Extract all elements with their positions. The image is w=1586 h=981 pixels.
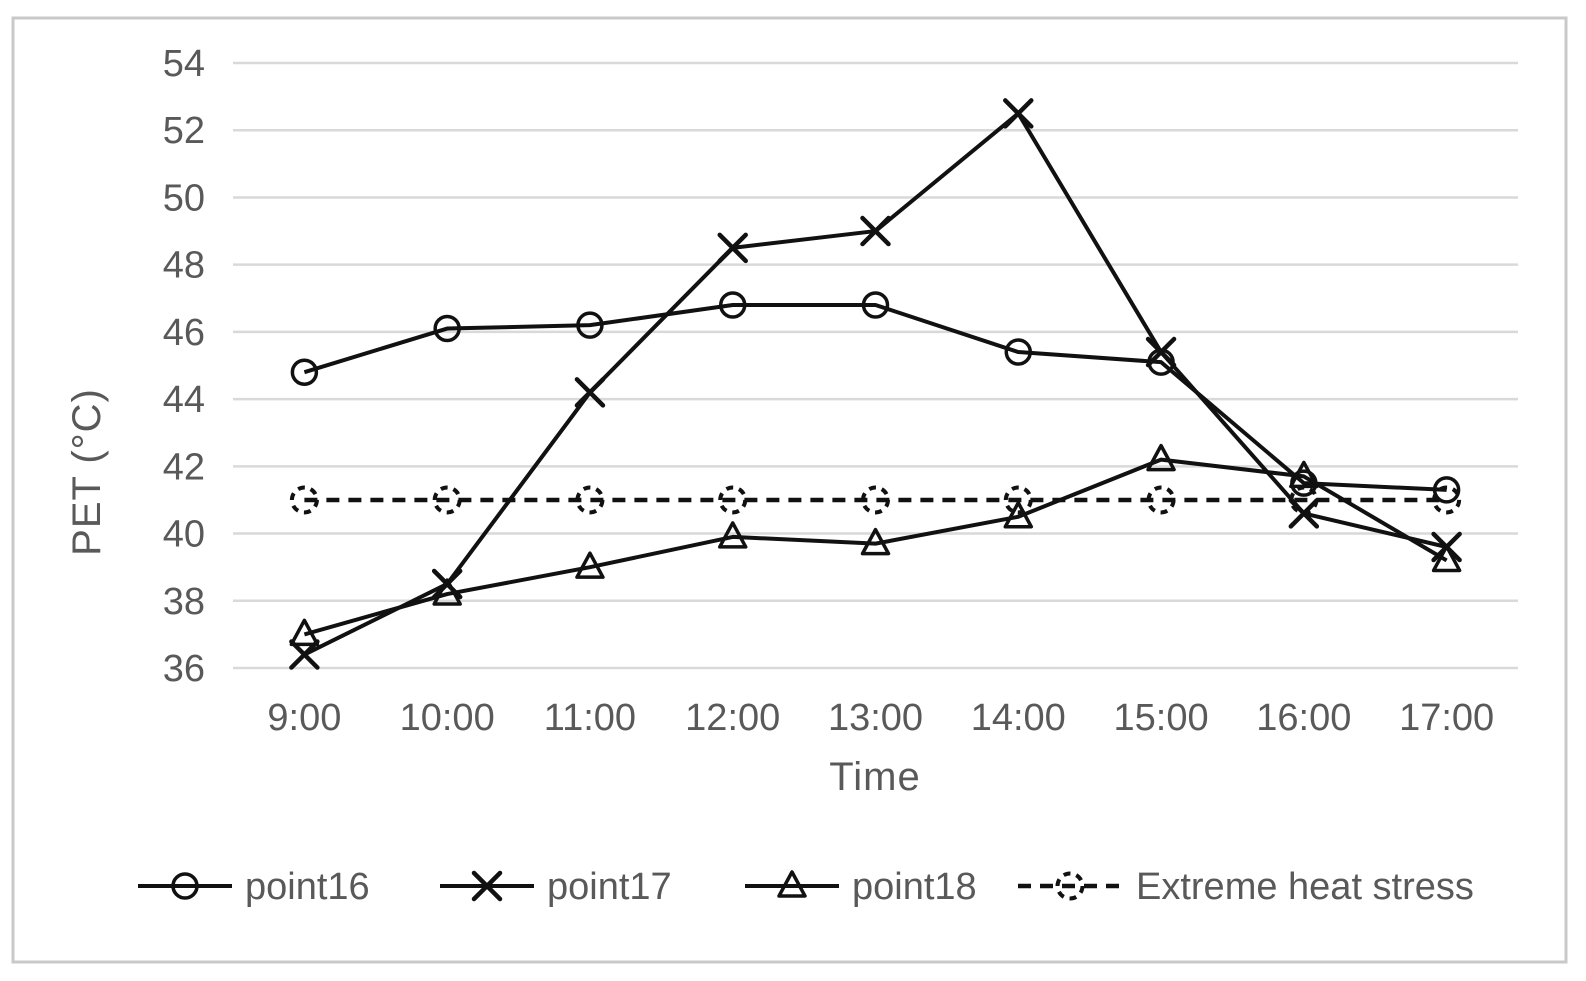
y-tick-label: 38 — [163, 581, 205, 623]
data-point-marker — [289, 618, 320, 647]
data-point-marker — [1003, 98, 1034, 129]
data-point-marker — [433, 314, 461, 343]
y-tick-label: 50 — [163, 177, 205, 219]
data-point-marker — [860, 215, 891, 247]
x-tick-label: 14:00 — [971, 697, 1066, 739]
data-point-marker — [861, 291, 890, 319]
data-point-marker — [717, 232, 748, 264]
data-point-marker — [289, 485, 319, 515]
series-line — [303, 457, 1448, 637]
y-tick-label: 46 — [163, 312, 205, 354]
x-tick-label: 16:00 — [1256, 697, 1351, 739]
legend-marker — [471, 870, 503, 902]
data-point-marker — [1432, 485, 1462, 515]
data-point-marker — [1004, 338, 1033, 366]
legend-item-point18: point18 — [745, 866, 977, 908]
data-point-marker — [576, 311, 604, 339]
y-tick-label: 52 — [163, 110, 205, 152]
data-point-marker — [1003, 501, 1034, 529]
y-tick-label: 44 — [163, 379, 205, 421]
data-point-marker — [575, 485, 605, 515]
data-point-marker — [1003, 485, 1033, 515]
data-point-marker — [1431, 544, 1462, 573]
series-point16 — [290, 291, 1461, 504]
x-tick-label: 13:00 — [828, 697, 923, 739]
data-point-marker — [290, 358, 319, 386]
data-point-marker — [718, 485, 748, 515]
data-point-marker — [574, 377, 606, 408]
data-point-marker — [432, 578, 462, 606]
data-point-marker — [718, 291, 747, 319]
x-tick-label: 11:00 — [544, 697, 636, 739]
series-line — [303, 303, 1447, 492]
x-axis-title: Time — [829, 755, 920, 799]
series-point18 — [289, 443, 1462, 647]
data-point-marker — [1145, 336, 1177, 368]
legend-item-label: point18 — [852, 866, 977, 908]
series-line — [303, 111, 1448, 657]
gridlines — [233, 61, 1518, 670]
y-tick-label: 42 — [163, 446, 205, 488]
series-point17 — [289, 98, 1462, 670]
legend-item-extreme-heat-stress: Extreme heat stress — [1018, 866, 1474, 908]
legend-marker — [171, 872, 199, 900]
y-tick-label: 48 — [163, 245, 205, 287]
data-point-marker — [432, 485, 462, 515]
x-tick-label: 15:00 — [1114, 697, 1209, 739]
legend-marker — [1055, 871, 1085, 901]
data-point-marker — [575, 551, 605, 579]
legend-item-point17: point17 — [440, 866, 672, 908]
data-point-marker — [861, 485, 890, 515]
x-axis-tick-labels: 9:00 10:00 11:00 12:00 13:00 14:00 15:00 16:00 1… — [267, 697, 1494, 739]
data-point-marker — [1432, 476, 1461, 504]
data-point-marker — [1289, 485, 1319, 515]
data-point-marker — [717, 521, 748, 549]
legend-marker — [777, 870, 807, 898]
data-point-marker — [860, 527, 891, 556]
data-point-marker — [1146, 485, 1176, 515]
legend: point16 point17 point18 Extreme heat stress — [138, 866, 1474, 908]
y-tick-label: 54 — [163, 43, 205, 85]
legend-item-label: point17 — [547, 866, 672, 908]
x-tick-label: 9:00 — [267, 697, 341, 739]
y-axis-title: PET (°C) — [65, 388, 109, 556]
data-point-marker — [1146, 443, 1176, 472]
y-tick-label: 40 — [163, 514, 205, 556]
data-series — [289, 98, 1462, 670]
figure-border — [11, 16, 1568, 964]
x-tick-label: 12:00 — [685, 697, 780, 739]
legend-item-point16: point16 — [138, 866, 370, 908]
legend-item-label: Extreme heat stress — [1136, 866, 1474, 908]
series-extreme-heat-stress — [289, 485, 1462, 515]
legend-item-label: point16 — [245, 866, 370, 908]
y-tick-label: 36 — [163, 648, 205, 690]
y-axis-tick-labels: 36 38 40 42 44 46 48 50 52 54 — [163, 43, 205, 690]
x-tick-label: 17:00 — [1399, 697, 1494, 739]
x-tick-label: 10:00 — [400, 697, 495, 739]
